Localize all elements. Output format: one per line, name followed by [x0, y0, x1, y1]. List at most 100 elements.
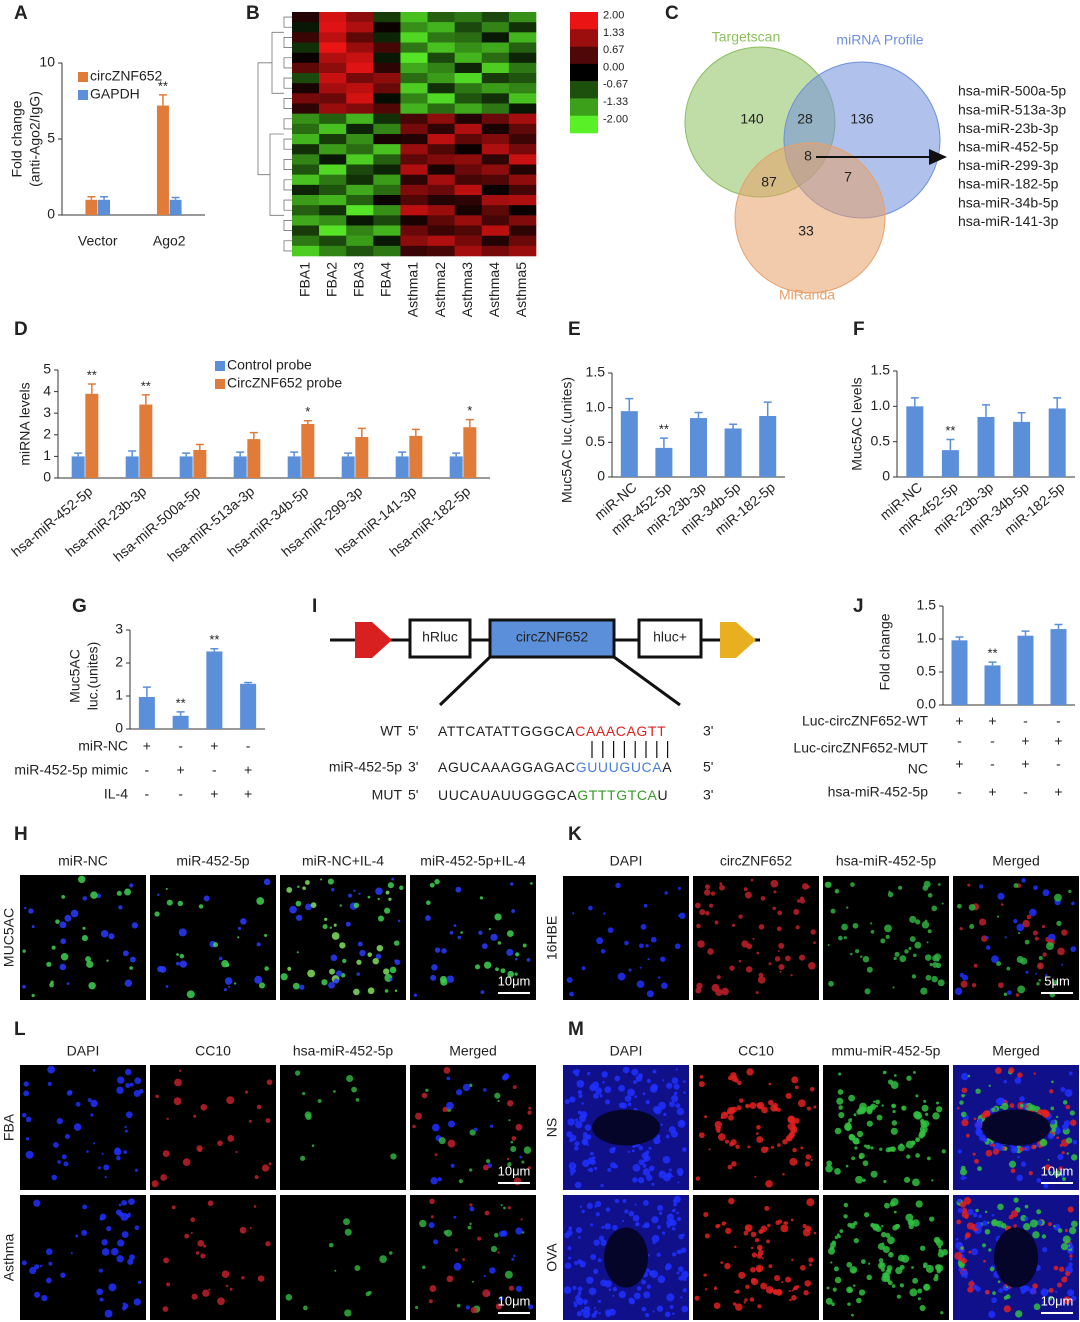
cell-dot [617, 972, 626, 981]
heatmap-cell [481, 245, 510, 257]
cell-dot [186, 990, 195, 999]
cell-dot [601, 1225, 605, 1229]
cell-dot [434, 1153, 438, 1157]
cell-dot [848, 1094, 856, 1102]
cell-dot [853, 1284, 856, 1287]
cell-dot [849, 1223, 856, 1229]
cell-dot [957, 1106, 960, 1110]
cell-dot [967, 1208, 974, 1215]
cell-dot [1013, 919, 1018, 924]
heatmap-cell [481, 123, 510, 135]
cell-dot [924, 954, 932, 961]
cell-dot [497, 941, 502, 945]
cell-dot [357, 941, 363, 947]
cell-dot [988, 1310, 996, 1319]
heatmap-cell [427, 235, 455, 247]
mirna-name: hsa-miR-299-3p [958, 157, 1059, 173]
cell-dot [59, 963, 67, 971]
cell-dot [264, 933, 268, 937]
column-header: DAPI [610, 853, 643, 869]
cell-dot [263, 878, 271, 886]
cell-dot [1066, 1152, 1069, 1155]
cell-dot [760, 1229, 764, 1234]
cell-dot [648, 1146, 652, 1150]
colorbar-block [570, 29, 598, 47]
cell-dot [651, 1234, 660, 1243]
cell-dot [429, 1198, 435, 1205]
cell-dot [901, 1254, 910, 1263]
cell-dot [634, 1203, 637, 1206]
column-header: hsa-miR-452-5p [836, 853, 937, 869]
cell-dot [705, 1288, 708, 1291]
cell-dot [728, 1197, 735, 1205]
cell-dot [177, 900, 183, 907]
cell-dot [856, 1130, 864, 1138]
cell-dot [912, 1070, 916, 1074]
cell-dot [960, 1072, 969, 1081]
cell-dot [440, 978, 448, 986]
cell-dot [339, 942, 346, 949]
cell-dot [778, 963, 785, 971]
cell-dot [498, 1230, 505, 1237]
cell-dot [979, 884, 984, 889]
cell-dot [101, 1239, 108, 1246]
cell-dot [765, 1146, 769, 1151]
heatmap-cell [373, 195, 401, 206]
cell-dot [124, 1068, 132, 1076]
cell-dot [851, 1156, 856, 1161]
scale-bar-label: 10μm [498, 1293, 531, 1308]
cell-dot [771, 1145, 775, 1149]
sequence-part: ATTCATATTGGGCA [438, 723, 575, 739]
cell-dot [165, 887, 168, 890]
cell-dot [166, 1282, 171, 1287]
heatmap-cell [346, 225, 374, 236]
cell-dot [992, 1148, 1000, 1155]
cell-dot [779, 970, 782, 973]
cell-dot [116, 890, 122, 896]
cell-dot [449, 930, 454, 935]
cell-dot [159, 965, 167, 973]
cell-dot [602, 1080, 605, 1084]
cell-dot [1057, 1228, 1063, 1233]
cell-dot [601, 1071, 608, 1078]
cell-dot [851, 1313, 854, 1317]
cell-dot [673, 1195, 681, 1203]
cell-dot [46, 961, 52, 967]
cell-dot [972, 1152, 976, 1156]
cell-dot [166, 1117, 169, 1121]
cell-dot [856, 1297, 862, 1304]
cell-dot [1024, 1204, 1029, 1209]
cell-dot [720, 1261, 724, 1265]
cell-dot [984, 1210, 988, 1214]
cell-dot [47, 1065, 56, 1074]
heatmap-cell [427, 93, 455, 104]
cell-dot [724, 1262, 731, 1270]
cell-dot [792, 1287, 796, 1291]
error-bar [158, 94, 167, 106]
heatmap-cell [400, 134, 428, 145]
cell-dot [388, 1251, 393, 1255]
cell-dot [577, 1089, 583, 1095]
panel-label: F [853, 319, 865, 340]
bar [690, 418, 707, 477]
cell-dot [713, 1302, 721, 1309]
cell-dot [646, 1284, 652, 1289]
heatmap-cell [400, 52, 428, 64]
cell-dot [669, 1101, 675, 1108]
cell-dot [997, 1280, 1001, 1284]
cell-dot [695, 1176, 701, 1181]
cell-dot [190, 1217, 196, 1223]
cell-dot [497, 1251, 500, 1254]
venn-count: 28 [797, 111, 813, 127]
cell-dot [600, 1239, 607, 1247]
cell-dot [1068, 1244, 1071, 1247]
cell-dot [918, 1132, 925, 1139]
x-tick-label: Vector [78, 233, 118, 249]
cell-dot [23, 1090, 30, 1097]
cell-dot [959, 1100, 964, 1105]
cell-dot [931, 1179, 934, 1182]
cell-dot [923, 1262, 928, 1268]
condition-label: IL-4 [104, 786, 128, 802]
heatmap-cell [508, 195, 537, 206]
cell-dot [854, 1146, 858, 1150]
